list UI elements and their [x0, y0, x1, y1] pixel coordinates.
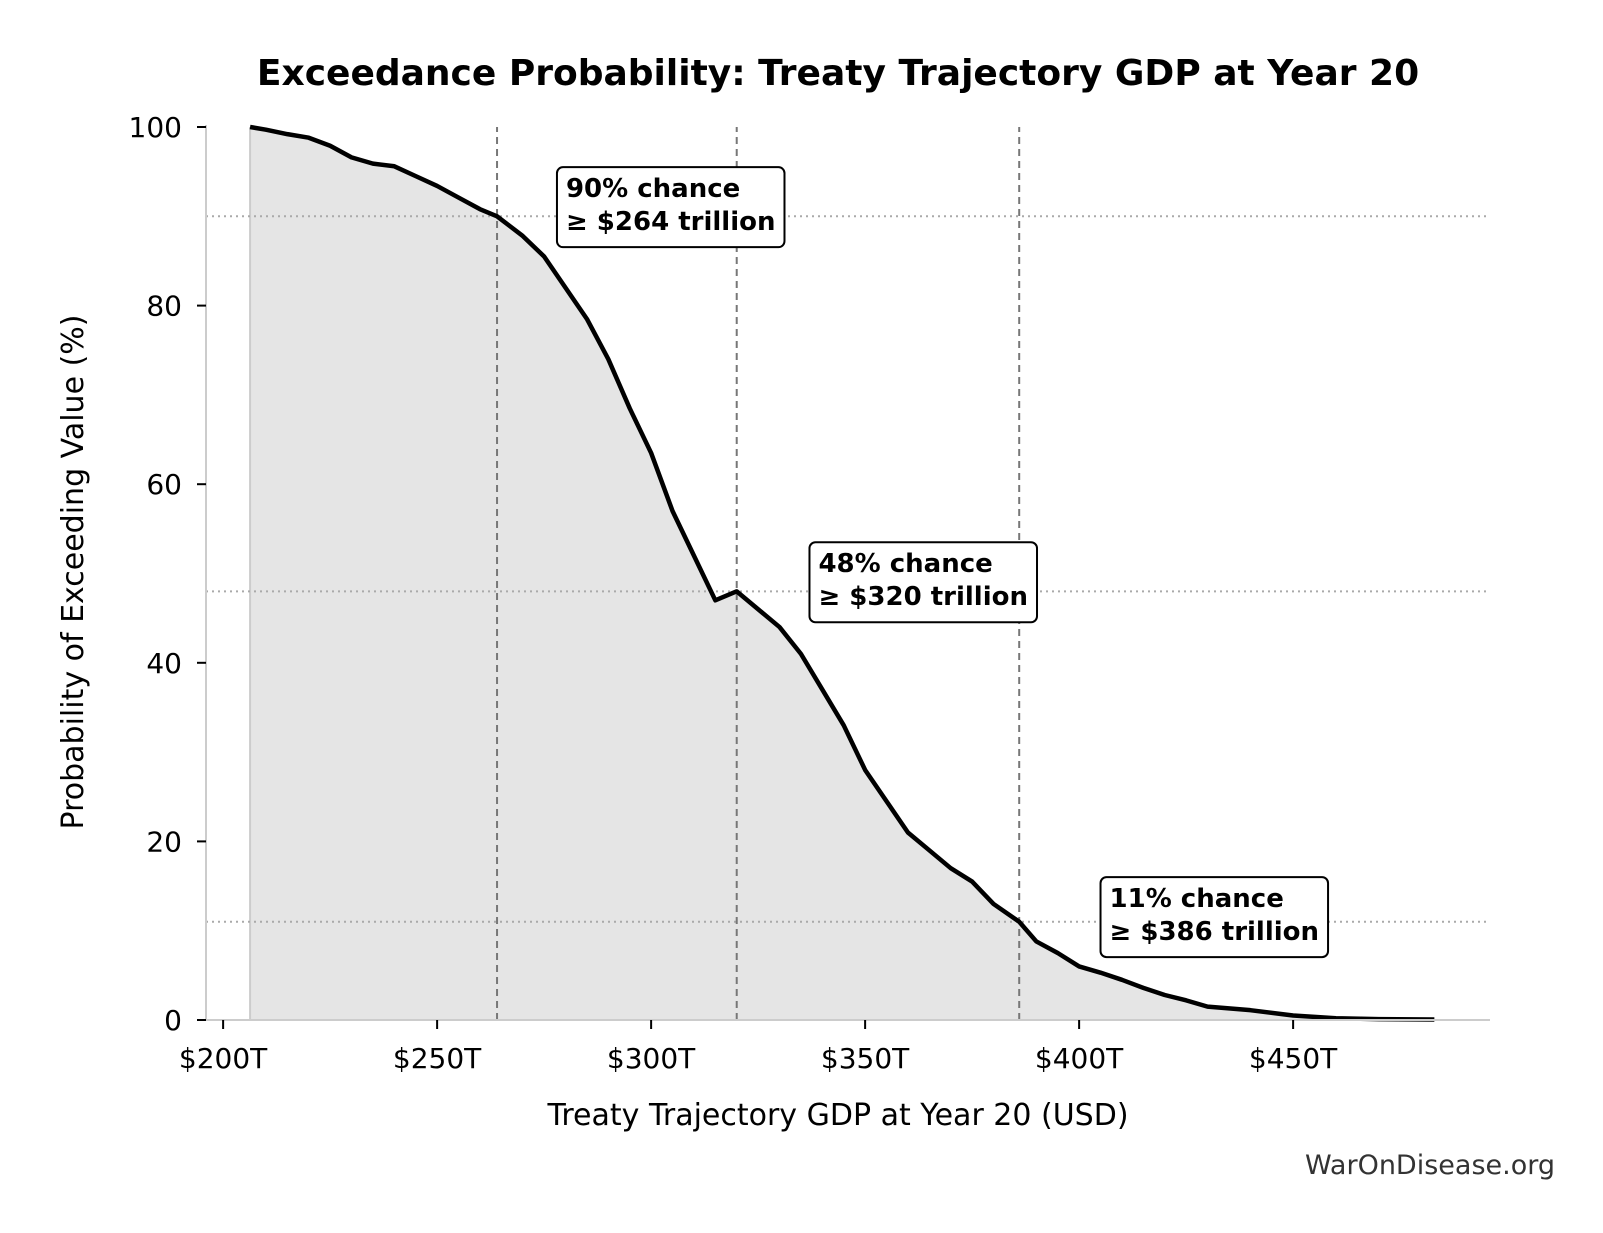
y-tick-label: 0 [164, 1004, 182, 1037]
annotation-2: 48% chance≥ $320 trillion [808, 541, 1039, 624]
annotation-box [1099, 876, 1330, 959]
plot-area: $200T $250T $300T $350T $400T $450T 0 20 40 60 80 1… [129, 111, 1490, 1075]
y-tick-label: 100 [129, 111, 182, 144]
x-tick-label: $450T [1249, 1042, 1338, 1075]
annotation-line-2: ≥ $386 trillion [1110, 917, 1320, 947]
y-tick-label: 80 [146, 290, 182, 323]
x-tick-label: $250T [393, 1042, 482, 1075]
annotation-box [808, 541, 1039, 624]
x-tick-label: $300T [607, 1042, 696, 1075]
annotation-line-1: 90% chance [566, 174, 740, 204]
chart-title: Exceedance Probability: Treaty Trajector… [257, 53, 1419, 94]
annotation-line-1: 11% chance [1110, 884, 1284, 914]
x-axis-label: Treaty Trajectory GDP at Year 20 (USD) [546, 1098, 1128, 1133]
annotation-1: 90% chance≥ $264 trillion [555, 166, 786, 249]
y-tick-label: 40 [146, 647, 182, 680]
annotation-line-2: ≥ $320 trillion [818, 582, 1028, 612]
annotation-3: 11% chance≥ $386 trillion [1099, 876, 1330, 959]
exceedance-curve [249, 124, 1435, 1022]
annotation-box [555, 166, 786, 249]
y-axis-label: Probability of Exceeding Value (%) [56, 315, 91, 830]
x-tick-label: $200T [179, 1042, 268, 1075]
x-tick-label: $350T [821, 1042, 910, 1075]
watermark: WarOnDisease.org [1305, 1150, 1555, 1181]
area-fill [250, 127, 1435, 1020]
annotation-line-1: 48% chance [818, 549, 992, 579]
x-tick-label: $400T [1035, 1042, 1124, 1075]
annotation-line-2: ≥ $264 trillion [566, 207, 776, 237]
y-tick-label: 60 [146, 468, 182, 501]
y-tick-label: 20 [146, 825, 182, 858]
